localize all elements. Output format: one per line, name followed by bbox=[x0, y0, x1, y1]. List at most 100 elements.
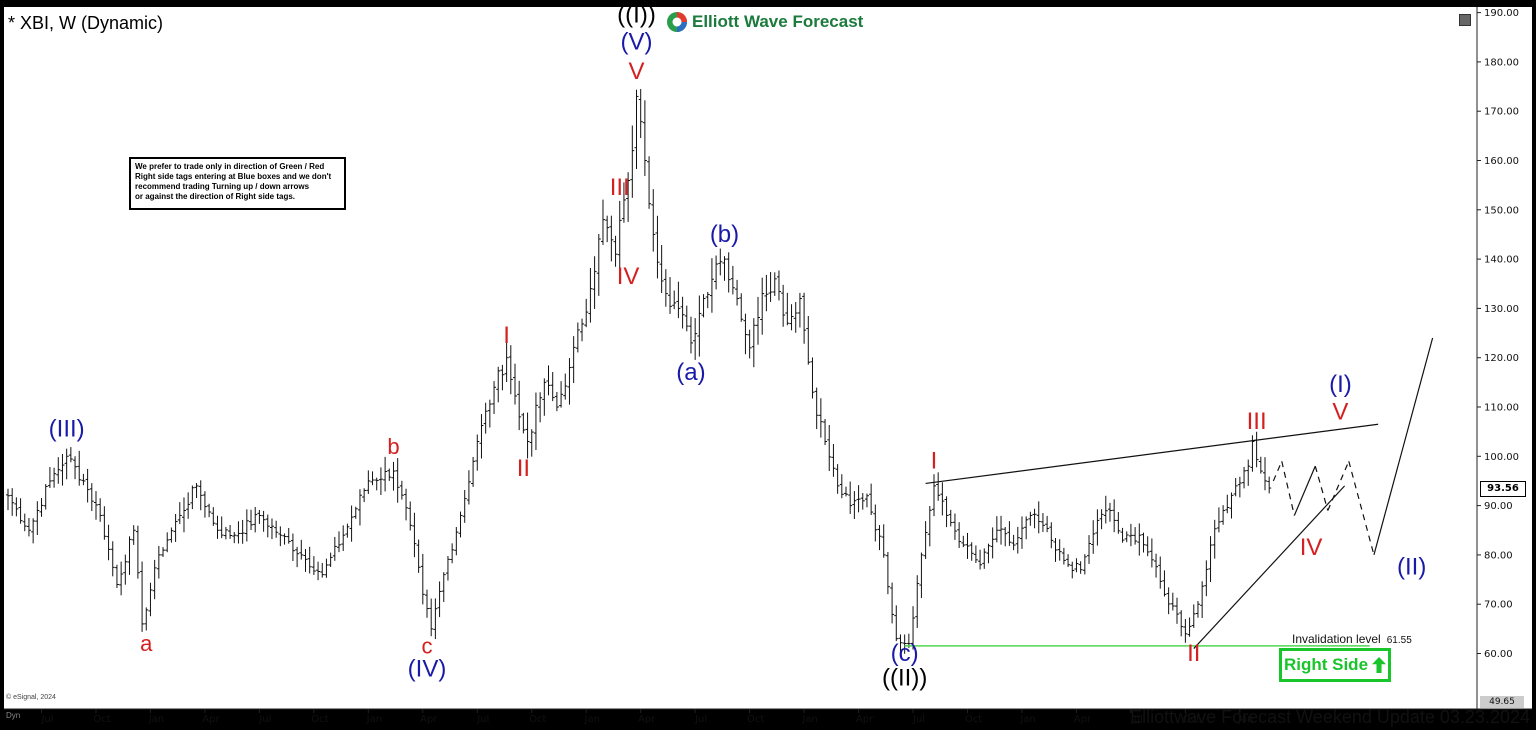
ohlc-bar bbox=[1082, 554, 1087, 575]
ohlc-bar bbox=[739, 293, 744, 322]
time-tick-label: Oct bbox=[311, 714, 328, 725]
ohlc-bar bbox=[370, 471, 375, 486]
ohlc-bar bbox=[542, 378, 547, 416]
time-tick-label: Apr bbox=[1074, 714, 1092, 725]
ohlc-bar bbox=[345, 523, 350, 538]
ohlc-bar bbox=[957, 522, 962, 548]
ohlc-bar bbox=[492, 381, 497, 415]
ohlc-bar bbox=[324, 558, 329, 578]
ohlc-bar bbox=[693, 318, 698, 360]
ohlc-bar bbox=[190, 485, 195, 510]
ohlc-bar bbox=[1233, 478, 1238, 497]
ohlc-bar bbox=[797, 292, 802, 328]
ohlc-bar bbox=[990, 527, 995, 559]
time-tick-label: Oct bbox=[93, 714, 110, 725]
ohlc-bar bbox=[512, 363, 517, 405]
invalidation-text: Invalidation level bbox=[1292, 632, 1381, 646]
wave-label: a bbox=[140, 631, 153, 656]
ohlc-bar bbox=[1175, 597, 1180, 624]
ohlc-bar bbox=[441, 572, 446, 602]
ohlc-bar bbox=[651, 189, 656, 252]
ohlc-bar bbox=[1250, 435, 1255, 472]
dyn-label: Dyn bbox=[6, 711, 21, 720]
ohlc-bar bbox=[416, 539, 421, 573]
time-tick-label: Oct bbox=[529, 714, 546, 725]
ohlc-bar bbox=[311, 556, 316, 575]
projection-segment bbox=[1327, 460, 1350, 511]
ohlc-bar bbox=[751, 318, 756, 368]
ohlc-bar bbox=[475, 434, 480, 471]
ohlc-bar bbox=[73, 456, 78, 480]
price-tick-label: 130.00 bbox=[1484, 304, 1519, 315]
wave-label: V bbox=[628, 58, 644, 85]
ohlc-bar bbox=[462, 490, 467, 523]
ohlc-bar bbox=[1091, 520, 1096, 554]
restore-window-icon[interactable] bbox=[1459, 14, 1471, 26]
ohlc-bar bbox=[898, 634, 903, 654]
ohlc-bar bbox=[278, 526, 283, 547]
ohlc-bar bbox=[6, 488, 10, 511]
ohlc-bar bbox=[85, 468, 90, 503]
ohlc-bar bbox=[1061, 547, 1066, 565]
ohlc-bar bbox=[232, 531, 237, 544]
time-tick-label: Jan bbox=[366, 714, 382, 725]
wave-label: (III) bbox=[49, 416, 85, 443]
ohlc-bar bbox=[580, 318, 585, 342]
ohlc-bar bbox=[215, 515, 220, 539]
ohlc-bar bbox=[161, 547, 166, 557]
ohlc-bar bbox=[181, 497, 186, 533]
ohlc-bar bbox=[894, 605, 899, 642]
time-tick-label: Apr bbox=[638, 714, 656, 725]
ohlc-bar bbox=[772, 272, 777, 296]
ohlc-bar bbox=[1225, 494, 1230, 514]
ohlc-bar bbox=[923, 521, 928, 560]
ohlc-bar bbox=[1212, 519, 1217, 559]
ohlc-bar bbox=[332, 536, 337, 561]
ohlc-bar bbox=[978, 549, 983, 570]
ohlc-bar bbox=[140, 561, 145, 632]
ohlc-bar bbox=[1166, 587, 1171, 615]
time-ticks: Jul Oct Jan Apr Jul Oct Jan Apr Jul Oct Jan Apr Jul O… bbox=[40, 709, 1254, 725]
ohlc-bar bbox=[165, 532, 170, 553]
ohlc-bar bbox=[303, 549, 308, 572]
ohlc-bar bbox=[387, 468, 392, 481]
ohlc-bar bbox=[533, 392, 538, 451]
ohlc-bar bbox=[647, 156, 652, 209]
ohlc-bar bbox=[1049, 522, 1054, 549]
ohlc-bar bbox=[1158, 556, 1163, 589]
ohlc-bar bbox=[844, 486, 848, 497]
ohlc-bar bbox=[391, 461, 396, 491]
symbol-title: * XBI, W (Dynamic) bbox=[8, 13, 164, 33]
ohlc-bar bbox=[169, 527, 174, 543]
ohlc-bar bbox=[265, 514, 270, 538]
ohlc-bars bbox=[6, 89, 1272, 654]
brand[interactable]: Elliott Wave Forecast bbox=[666, 11, 863, 33]
wave-label: II bbox=[517, 455, 530, 482]
ohlc-bar bbox=[290, 533, 295, 562]
ohlc-bar bbox=[550, 372, 555, 402]
ohlc-bar bbox=[1032, 508, 1037, 529]
ohlc-bar bbox=[135, 525, 140, 579]
wave-label: IV bbox=[1300, 534, 1323, 561]
ohlc-bar bbox=[764, 274, 769, 312]
projection-segment bbox=[1281, 461, 1295, 516]
note-line: or against the direction of Right side t… bbox=[135, 192, 296, 201]
wave-label: (I) bbox=[1329, 371, 1352, 398]
ohlc-bar bbox=[605, 215, 610, 243]
elliott-wave-logo-icon bbox=[667, 12, 687, 32]
ohlc-bar bbox=[517, 380, 522, 431]
ohlc-bar bbox=[638, 89, 643, 139]
ohlc-bar bbox=[776, 270, 781, 301]
projection-segment bbox=[1373, 337, 1434, 556]
ohlc-bar bbox=[1229, 492, 1234, 519]
ohlc-bar bbox=[1015, 526, 1020, 554]
ohlc-bar bbox=[274, 520, 279, 538]
ohlc-bar bbox=[659, 245, 664, 294]
ohlc-bar bbox=[768, 272, 773, 302]
ohlc-bar bbox=[408, 501, 413, 531]
time-tick-label: Apr bbox=[202, 714, 220, 725]
ohlc-bar bbox=[885, 552, 890, 595]
ohlc-bar bbox=[1070, 561, 1075, 579]
wave-label: (II) bbox=[1397, 554, 1426, 581]
